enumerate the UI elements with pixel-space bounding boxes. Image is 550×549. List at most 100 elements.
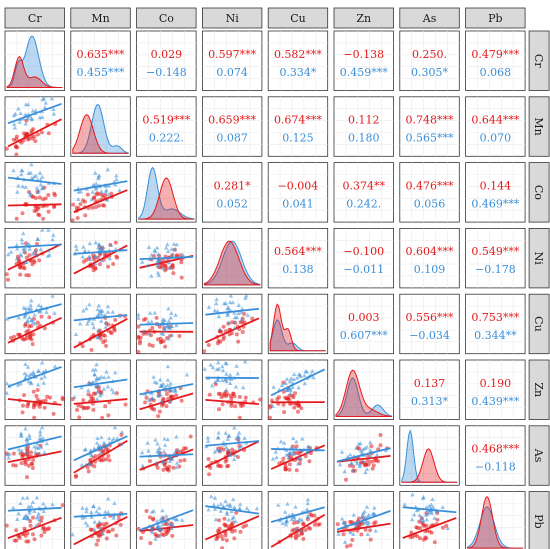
point-blue bbox=[104, 187, 109, 192]
point-red bbox=[27, 273, 31, 278]
point-blue bbox=[213, 380, 218, 384]
point-red bbox=[32, 415, 37, 420]
corr-red-mn-zn: 0.112 bbox=[348, 114, 380, 127]
point-red bbox=[94, 542, 99, 547]
point-blue bbox=[99, 258, 104, 263]
corr-red-co-pb: 0.144 bbox=[480, 179, 512, 192]
corr-red-cu-zn: 0.003 bbox=[348, 311, 380, 324]
point-blue bbox=[95, 396, 100, 401]
panel-as-pb: 0.468*** −0.118 bbox=[465, 425, 526, 486]
fit-line-blue bbox=[205, 307, 260, 316]
point-blue bbox=[24, 450, 29, 455]
point-blue bbox=[212, 449, 217, 454]
point-blue bbox=[140, 463, 145, 468]
point-red bbox=[36, 205, 41, 209]
point-red bbox=[287, 467, 292, 472]
point-blue bbox=[18, 431, 24, 435]
point-blue bbox=[366, 520, 371, 525]
point-blue bbox=[87, 302, 92, 307]
fit-line-blue bbox=[139, 322, 194, 326]
point-blue bbox=[70, 532, 75, 537]
point-red bbox=[258, 397, 263, 402]
point-blue bbox=[297, 516, 302, 521]
point-red bbox=[237, 415, 242, 420]
point-red bbox=[415, 534, 420, 539]
point-blue bbox=[156, 273, 161, 278]
point-blue bbox=[214, 301, 219, 306]
point-blue bbox=[291, 436, 296, 441]
row-strip-pb: Pb bbox=[528, 491, 550, 549]
panel-co-co bbox=[136, 162, 197, 223]
point-blue bbox=[147, 331, 152, 336]
point-red bbox=[217, 463, 222, 468]
point-blue bbox=[161, 319, 166, 324]
point-blue bbox=[108, 242, 114, 247]
point-red bbox=[351, 464, 356, 469]
fit-line-red bbox=[204, 440, 260, 468]
panel-ni-pb: 0.549*** −0.178 bbox=[465, 227, 526, 289]
point-blue bbox=[342, 469, 347, 474]
point-blue bbox=[37, 451, 42, 456]
column-strip-mn: Mn bbox=[70, 7, 131, 29]
point-red bbox=[96, 525, 101, 529]
point-red bbox=[222, 522, 227, 527]
point-red bbox=[51, 411, 56, 416]
point-blue bbox=[224, 361, 229, 366]
point-blue bbox=[32, 509, 37, 513]
point-blue bbox=[23, 184, 28, 189]
point-blue bbox=[29, 175, 34, 180]
point-blue bbox=[402, 502, 407, 507]
point-blue bbox=[409, 517, 415, 522]
point-red bbox=[218, 339, 223, 344]
point-blue bbox=[46, 248, 51, 253]
point-red bbox=[17, 264, 22, 269]
point-red bbox=[37, 213, 42, 218]
corr-blue-ni-pb: −0.178 bbox=[475, 263, 516, 276]
point-red bbox=[41, 526, 46, 531]
point-blue bbox=[44, 441, 50, 446]
point-red bbox=[103, 193, 108, 198]
point-red bbox=[233, 404, 238, 409]
point-red bbox=[156, 414, 161, 419]
point-blue bbox=[160, 459, 165, 464]
panel-cr-cu: 0.582*** 0.334* bbox=[267, 30, 329, 91]
point-blue bbox=[226, 517, 231, 522]
point-red bbox=[368, 528, 373, 533]
point-blue bbox=[46, 227, 51, 232]
point-blue bbox=[220, 368, 226, 373]
point-blue bbox=[5, 452, 10, 457]
point-blue bbox=[17, 119, 22, 124]
corr-blue-ni-as: 0.109 bbox=[414, 263, 446, 276]
point-blue bbox=[430, 497, 435, 501]
corr-blue-mn-zn: 0.180 bbox=[348, 132, 380, 145]
point-red bbox=[42, 405, 47, 410]
fit-line-red bbox=[7, 243, 62, 271]
point-blue bbox=[162, 328, 168, 333]
fit-line-blue bbox=[139, 256, 194, 261]
fit-line-blue bbox=[73, 435, 128, 462]
point-blue bbox=[28, 381, 34, 386]
point-blue bbox=[43, 100, 48, 105]
point-red bbox=[234, 332, 239, 337]
density-red-ni bbox=[203, 240, 261, 286]
panel-as-as bbox=[399, 425, 460, 486]
point-blue bbox=[174, 323, 179, 328]
point-red bbox=[14, 145, 18, 150]
point-blue bbox=[93, 170, 98, 175]
column-strip-cr: Cr bbox=[4, 7, 65, 29]
point-blue bbox=[83, 520, 88, 525]
point-red bbox=[112, 328, 117, 333]
point-red bbox=[170, 533, 175, 538]
point-blue bbox=[244, 506, 250, 511]
panel-zn-zn bbox=[333, 359, 394, 420]
point-red bbox=[32, 134, 37, 139]
point-red bbox=[107, 458, 112, 463]
point-red bbox=[188, 434, 193, 439]
fit-line-blue bbox=[270, 368, 326, 397]
point-red bbox=[144, 331, 149, 336]
fit-line-blue bbox=[336, 447, 391, 463]
column-label-cr: Cr bbox=[28, 12, 42, 25]
point-blue bbox=[81, 308, 86, 313]
point-red bbox=[225, 392, 230, 397]
point-blue bbox=[161, 449, 167, 454]
